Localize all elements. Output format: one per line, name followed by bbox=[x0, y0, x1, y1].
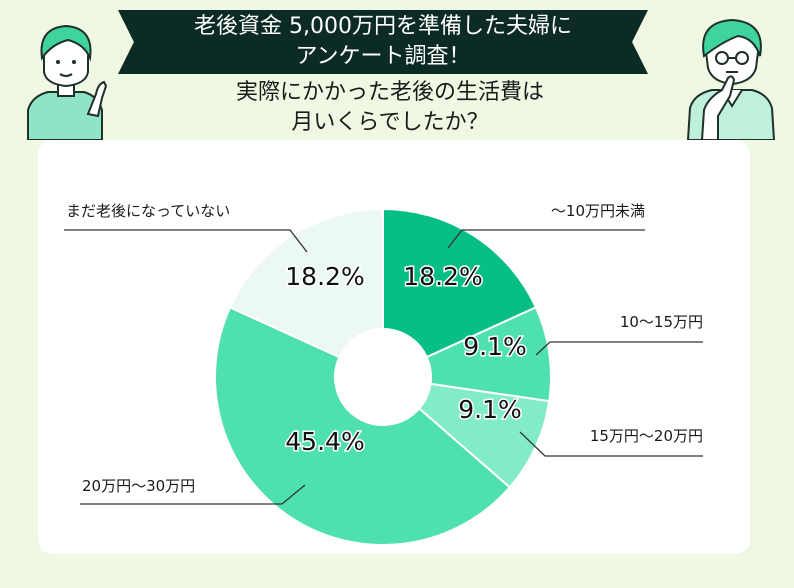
banner-line-2: アンケート調査！ bbox=[295, 44, 471, 69]
value-label-1: 18.2% bbox=[403, 262, 482, 291]
value-label-5: 18.2% bbox=[285, 262, 364, 291]
question-line-2: 月いくらでしたか？ bbox=[291, 110, 489, 135]
question-line-1: 実際にかかった老後の生活費は bbox=[235, 80, 544, 105]
value-label-4: 45.4% bbox=[285, 427, 364, 456]
leader-line-1 bbox=[447, 229, 645, 249]
banner-line-1: 老後資金 5,000万円を準備した夫婦に bbox=[194, 14, 572, 39]
donut-center bbox=[335, 329, 431, 425]
leader-line-4 bbox=[80, 484, 306, 505]
category-label-3: 15万円〜20万円 bbox=[590, 427, 703, 445]
category-label-1: 〜10万円未満 bbox=[551, 202, 645, 220]
value-label-3: 9.1% bbox=[458, 395, 522, 424]
category-label-2: 10〜15万円 bbox=[620, 313, 703, 331]
leader-line-3 bbox=[519, 431, 703, 457]
category-label-5: まだ老後になっていない bbox=[66, 202, 230, 220]
value-label-2: 9.1% bbox=[463, 332, 527, 361]
title-banner: 老後資金 5,000万円を準備した夫婦に アンケート調査！ bbox=[118, 10, 648, 74]
category-label-4: 20万円〜30万円 bbox=[82, 477, 195, 495]
man-thinking-illustration bbox=[686, 18, 776, 140]
leader-line-5 bbox=[64, 229, 308, 253]
woman-pointing-illustration bbox=[27, 24, 108, 140]
question-title: 実際にかかった老後の生活費は 月いくらでしたか？ bbox=[180, 78, 600, 138]
leader-line-2 bbox=[535, 341, 703, 356]
